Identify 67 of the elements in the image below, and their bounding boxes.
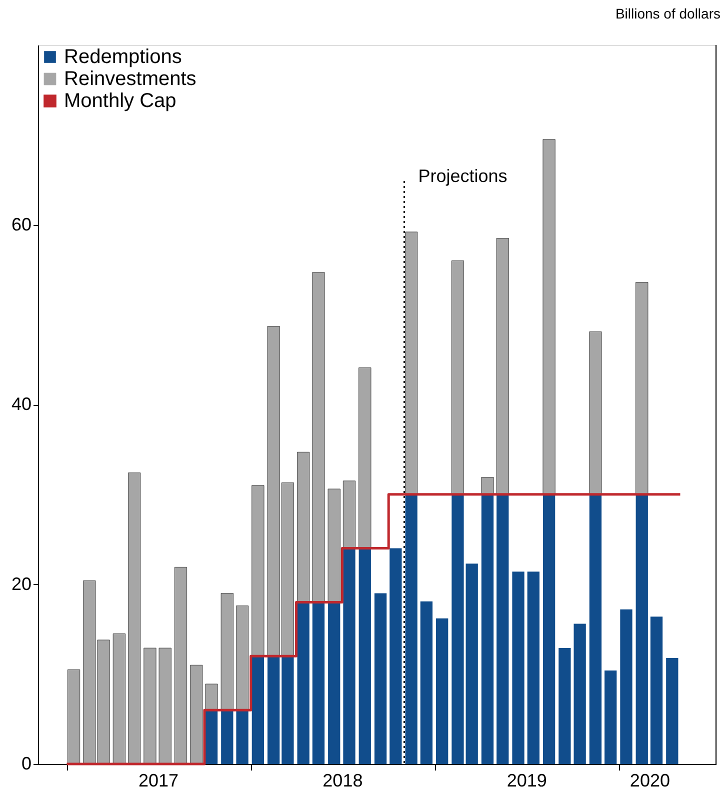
bar — [620, 609, 632, 764]
bar — [328, 488, 340, 602]
x-tick-label: 2019 — [506, 770, 547, 788]
bar — [542, 494, 556, 764]
bar — [205, 684, 218, 710]
bar — [436, 618, 448, 764]
bar — [650, 616, 663, 764]
bar — [358, 548, 371, 764]
bar — [297, 452, 310, 602]
bar — [405, 494, 418, 764]
bar — [282, 656, 294, 764]
bar — [358, 367, 372, 549]
bar — [666, 658, 678, 764]
bar — [112, 633, 126, 764]
bar — [343, 548, 356, 764]
bar — [128, 472, 141, 764]
x-tick-label: 2020 — [630, 770, 670, 788]
bar — [205, 710, 218, 764]
bar — [312, 272, 325, 602]
y-axis-title: Billions of dollars — [615, 6, 720, 22]
bar — [496, 238, 509, 495]
bar — [67, 669, 80, 764]
bar — [267, 656, 280, 764]
bar — [512, 572, 524, 764]
bar — [252, 656, 264, 764]
bar — [221, 710, 234, 764]
y-tick-label: 40 — [11, 394, 32, 414]
ref-line-label: Projections — [418, 166, 508, 186]
bar — [342, 480, 356, 549]
bar — [328, 602, 340, 764]
bar — [404, 232, 418, 495]
bar — [236, 606, 249, 710]
bar — [190, 664, 203, 764]
bar — [604, 670, 617, 764]
legend-label: Redemptions — [64, 46, 182, 68]
bar — [481, 477, 494, 495]
y-tick-label: 60 — [11, 214, 32, 234]
legend-label: Monthly Cap — [64, 90, 176, 112]
bar — [236, 710, 248, 764]
y-tick-label: 0 — [21, 754, 32, 774]
bar — [451, 260, 464, 495]
bar — [144, 648, 156, 764]
bar — [252, 485, 264, 656]
bar — [574, 624, 586, 764]
x-tick-label: 2018 — [322, 770, 363, 788]
bar — [558, 648, 571, 764]
legend-label: Reinvestments — [64, 68, 196, 90]
x-tick-label: 2017 — [138, 770, 179, 788]
bar — [220, 592, 234, 710]
bar — [589, 331, 602, 495]
bar — [312, 602, 325, 764]
bar — [496, 494, 509, 764]
bar — [452, 494, 464, 764]
bar — [390, 548, 402, 764]
bar — [466, 564, 478, 764]
bar — [542, 139, 556, 495]
bar — [297, 602, 310, 764]
y-tick-label: 20 — [11, 574, 32, 594]
bar — [636, 494, 648, 764]
bar — [374, 593, 387, 764]
bar — [158, 648, 172, 764]
bar — [527, 572, 540, 764]
bar — [481, 494, 494, 764]
bar — [420, 601, 433, 764]
bar — [589, 494, 602, 764]
bar — [636, 282, 648, 495]
bar — [174, 566, 188, 764]
